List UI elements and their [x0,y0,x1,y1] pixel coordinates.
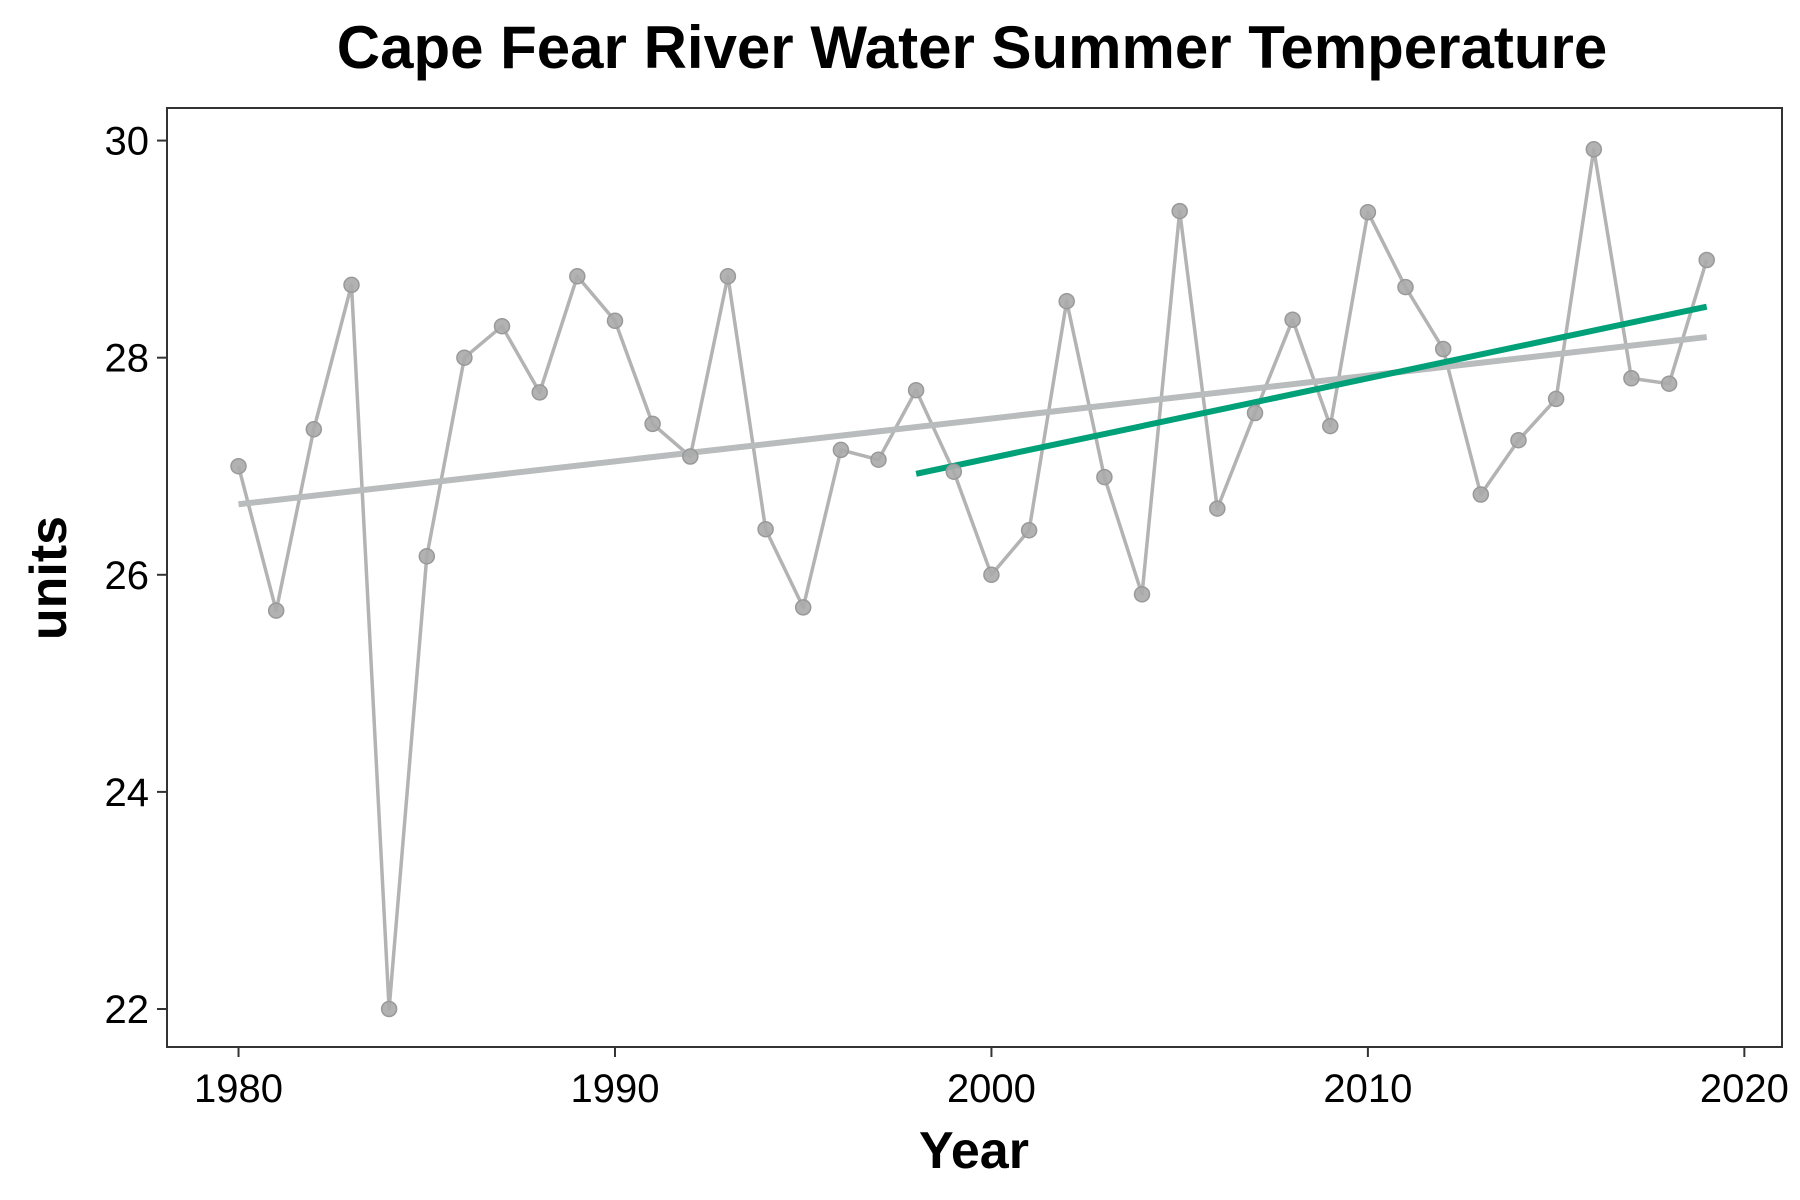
axis-ticks: 1980 1990 2000 2010 2020 22 24 26 28 30 [105,120,1789,1111]
data-point [380,1000,398,1018]
data-point [682,448,699,465]
data-point [343,276,360,294]
data-point [1547,390,1565,408]
data-series [236,147,1709,1011]
data-point [1209,500,1226,517]
data-point [945,463,963,480]
data-point [832,441,850,459]
data-point [1660,375,1678,392]
data-point [569,268,586,285]
x-axis-title: Year [919,1122,1029,1180]
data-point [606,312,624,330]
data-point [456,349,473,366]
data-point [1397,278,1414,296]
y-tick-label: 24 [105,771,150,815]
data-point [1020,522,1038,539]
data-point [870,451,887,468]
data-point [757,520,774,538]
y-tick-label: 28 [105,337,150,381]
data-point [1698,251,1715,269]
data-point [1322,417,1339,435]
x-tick-label: 1990 [570,1067,659,1111]
chart-title: Cape Fear River Water Summer Temperature [337,14,1607,81]
data-point [1133,586,1151,603]
data-point [1510,431,1527,449]
y-tick-label: 26 [105,554,150,598]
data-points [230,141,1715,1018]
data-point [1058,292,1075,310]
plot-panel [166,107,1783,1048]
data-point [1096,468,1113,486]
series-line [236,147,1709,1011]
data-point [1623,370,1640,387]
y-tick-label: 30 [105,120,150,164]
x-tick-label: 2000 [947,1067,1036,1111]
y-tick-label: 22 [105,988,150,1032]
trend-line-recent-period [915,303,1708,477]
trend-line-full-period [238,334,1708,508]
x-tick-label: 2020 [1700,1067,1789,1111]
data-point [1284,311,1301,328]
x-tick-label: 1980 [194,1067,283,1111]
data-point [1359,203,1377,221]
data-point [794,599,812,616]
trend-lines [238,303,1708,508]
data-point [493,317,511,335]
data-point [1434,340,1452,358]
data-point [1585,141,1603,158]
data-point [644,415,661,433]
data-point [1171,202,1188,220]
data-point [1246,404,1264,422]
data-point [531,384,548,401]
data-point [305,421,323,438]
data-point [719,268,737,285]
y-axis-title: units [20,516,78,640]
data-point [267,602,285,619]
data-point [418,548,436,565]
data-point [1472,486,1490,503]
data-point [983,566,1000,584]
x-tick-label: 2010 [1323,1067,1412,1111]
data-point [907,381,925,399]
data-point [230,457,247,475]
